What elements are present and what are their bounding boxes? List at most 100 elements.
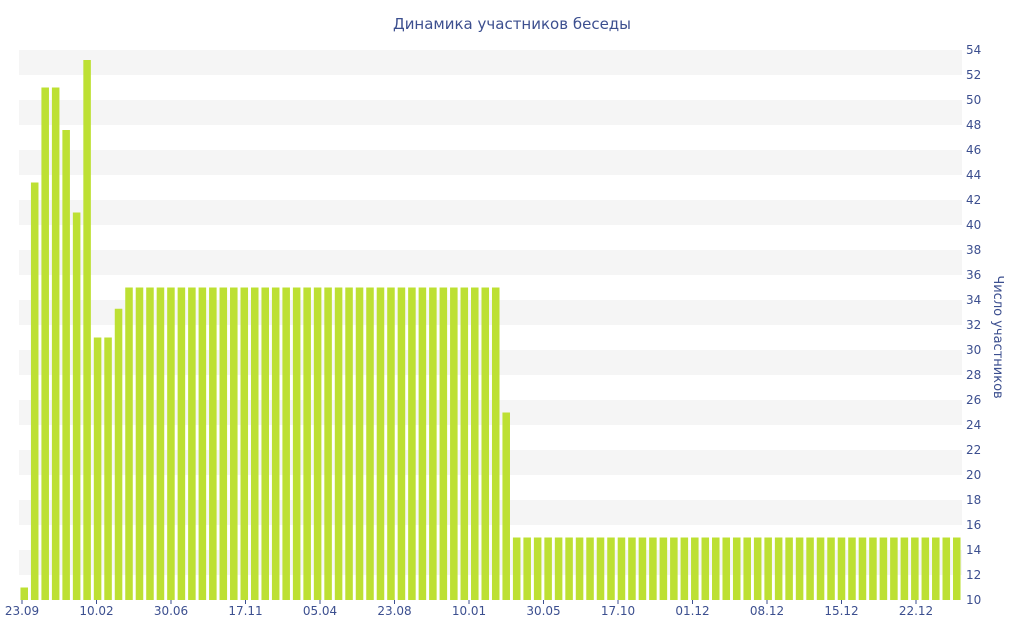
bar [387,287,395,600]
y-tick-label: 34 [966,293,981,307]
x-tick-label: 30.06 [154,604,188,618]
x-tick-label: 23.08 [377,604,411,618]
bars-group [20,60,961,600]
bar [240,287,249,600]
grid-band [19,50,962,75]
bar [397,287,406,600]
bar [429,287,437,600]
bar [879,537,888,600]
y-tick-label: 14 [966,543,981,557]
grid-bands [19,50,962,575]
bar [691,537,699,600]
y-tick-label: 46 [966,143,981,157]
bar [481,287,490,600]
bar [575,537,584,600]
y-tick-label: 48 [966,118,981,132]
chart-title: Динамика участников беседы [393,15,631,33]
y-tick-label: 28 [966,368,981,382]
y-tick-label: 16 [966,518,981,532]
grid-band [19,100,962,125]
bar [62,130,70,600]
bar [628,537,636,600]
bar [680,537,689,600]
bar [554,537,563,600]
bar [900,537,909,600]
grid-band [19,250,962,275]
bar [502,412,510,600]
bar [471,287,479,600]
y-tick-label: 44 [966,168,981,182]
bar [282,287,290,600]
bar [942,537,951,600]
grid-band [19,400,962,425]
bar [858,537,867,600]
bar [460,287,469,600]
bar [146,287,154,600]
x-tick-label: 30.05 [526,604,560,618]
bar [911,537,919,600]
bar [827,537,835,600]
bar [890,537,898,600]
bar [41,87,49,600]
bar [135,287,144,600]
bar [104,337,112,600]
bar [114,308,123,600]
bar [250,287,259,600]
bar [491,287,500,600]
bar [659,537,668,600]
bar [313,287,322,600]
y-tick-label: 22 [966,443,981,457]
y-tick-label: 32 [966,318,981,332]
grid-band [19,500,962,525]
bar [30,182,39,600]
bar [722,537,731,600]
bar [617,537,626,600]
bar [649,537,657,600]
x-tick-label: 05.04 [303,604,337,618]
bar [753,537,762,600]
bar [188,287,196,600]
y-tick-label: 36 [966,268,981,282]
bar [523,537,531,600]
grid-band [19,350,962,375]
bar [952,537,961,600]
bar [156,287,165,600]
bar [732,537,741,600]
y-axis-label: Число участников [990,275,1005,398]
y-tick-label: 38 [966,243,981,257]
x-tick-label: 17.11 [228,604,262,618]
bar [125,287,133,600]
x-axis: 23.09 10.02 30.06 17.11 05.04 23.08 10.01 30.05… [5,600,933,618]
bar [795,537,804,600]
bar [271,287,280,600]
y-tick-label: 12 [966,568,981,582]
bar [408,287,416,600]
y-tick-label: 40 [966,218,981,232]
y-tick-label: 20 [966,468,981,482]
bar [450,287,458,600]
bar [607,537,615,600]
bar [932,537,940,600]
bar [230,287,238,600]
bar [303,287,311,600]
bar [439,287,448,600]
bar [743,537,751,600]
y-tick-label: 26 [966,393,981,407]
bar [774,537,783,600]
bar [921,537,930,600]
bar [785,537,793,600]
bar [544,537,552,600]
grid-band [19,200,962,225]
bar [72,212,81,600]
bar [177,287,186,600]
y-tick-label: 50 [966,93,981,107]
bar [366,287,374,600]
x-tick-label: 10.01 [452,604,486,618]
bar [701,537,710,600]
x-tick-label: 08.12 [750,604,784,618]
grid-band [19,150,962,175]
bar [167,287,175,600]
bar [816,537,825,600]
bar [670,537,678,600]
